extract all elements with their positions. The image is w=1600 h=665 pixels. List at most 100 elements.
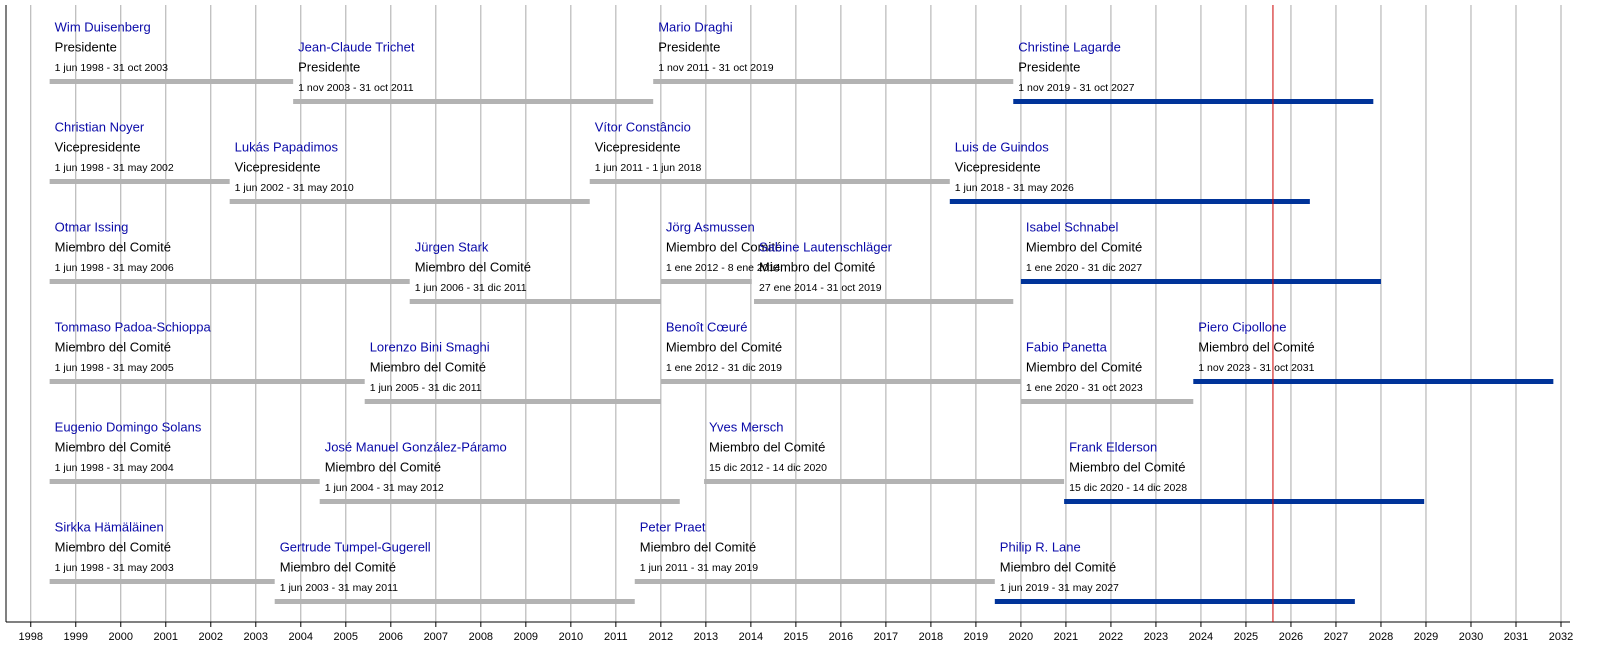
term-bar (49, 279, 410, 284)
role: Miembro del Comité (666, 339, 782, 354)
role: Miembro del Comité (1026, 239, 1142, 254)
role: Presidente (55, 39, 117, 54)
role: Vicepresidente (55, 139, 141, 154)
x-tick-label: 2030 (1459, 631, 1483, 643)
term-bar (949, 199, 1310, 204)
term-bar (49, 479, 320, 484)
role: Miembro del Comité (666, 239, 782, 254)
term-bar (319, 499, 680, 504)
x-tick-label: 2005 (334, 631, 358, 643)
person-name: Piero Cipollone (1198, 319, 1286, 334)
role: Presidente (658, 39, 720, 54)
term-dates: 1 jun 2004 - 31 may 2012 (325, 482, 444, 494)
term-bar (634, 579, 995, 584)
role: Presidente (298, 59, 360, 74)
term-bar (1013, 99, 1374, 104)
x-tick-label: 2032 (1549, 631, 1573, 643)
role: Presidente (1018, 59, 1080, 74)
role: Miembro del Comité (55, 239, 171, 254)
term-dates: 1 jun 2011 - 31 may 2019 (640, 562, 758, 574)
term-bar (754, 299, 1014, 304)
term-dates: 1 jun 1998 - 31 may 2004 (55, 462, 174, 474)
x-tick-label: 2019 (964, 631, 988, 643)
person-name: Jürgen Stark (415, 239, 489, 254)
x-tick-label: 1999 (64, 631, 88, 643)
x-tick-label: 2013 (694, 631, 718, 643)
person-name: Luis de Guindos (955, 139, 1049, 154)
x-tick-label: 2003 (244, 631, 268, 643)
x-tick-label: 2024 (1189, 631, 1213, 643)
person-name: Lorenzo Bini Smaghi (370, 339, 490, 354)
x-tick-label: 2026 (1279, 631, 1303, 643)
person-name: Eugenio Domingo Solans (55, 419, 202, 434)
x-tick-label: 2027 (1324, 631, 1348, 643)
person-name: Wim Duisenberg (55, 19, 151, 34)
role: Miembro del Comité (55, 339, 171, 354)
x-tick-label: 2018 (919, 631, 943, 643)
x-tick-label: 2012 (649, 631, 673, 643)
person-name: Fabio Panetta (1026, 339, 1108, 354)
term-dates: 1 jun 1998 - 31 oct 2003 (55, 62, 168, 74)
person-name: Christine Lagarde (1018, 39, 1121, 54)
role: Miembro del Comité (640, 539, 756, 554)
term-dates: 1 jun 2019 - 31 may 2027 (1000, 582, 1119, 594)
x-tick-label: 2020 (1009, 631, 1033, 643)
term-bar (704, 479, 1065, 484)
person-name: Otmar Issing (55, 219, 129, 234)
term-bar (49, 379, 365, 384)
term-dates: 1 jun 2003 - 31 may 2011 (280, 582, 398, 594)
role: Miembro del Comité (55, 539, 171, 554)
role: Miembro del Comité (1000, 559, 1116, 574)
role: Miembro del Comité (1198, 339, 1314, 354)
term-dates: 1 jun 2011 - 1 jun 2018 (595, 162, 702, 174)
x-tick-label: 2004 (289, 631, 313, 643)
term-dates: 1 jun 2006 - 31 dic 2011 (415, 282, 527, 294)
term-bar (589, 179, 950, 184)
person-name: Jean-Claude Trichet (298, 39, 415, 54)
term-dates: 15 dic 2012 - 14 dic 2020 (709, 462, 827, 474)
term-bar (1064, 499, 1425, 504)
person-name: Lukás Papadimos (235, 139, 339, 154)
x-tick-label: 2015 (784, 631, 808, 643)
role: Miembro del Comité (709, 439, 825, 454)
x-tick-label: 2001 (154, 631, 178, 643)
x-tick-label: 2016 (829, 631, 853, 643)
role: Miembro del Comité (1026, 359, 1142, 374)
term-bar (1020, 279, 1381, 284)
role: Vicepresidente (955, 159, 1041, 174)
x-tick-label: 2000 (109, 631, 133, 643)
x-tick-label: 2002 (199, 631, 223, 643)
x-tick-label: 2007 (424, 631, 448, 643)
person-name: Yves Mersch (709, 419, 783, 434)
term-bar (364, 399, 661, 404)
x-tick-label: 2021 (1054, 631, 1078, 643)
term-bar (653, 79, 1014, 84)
x-tick-label: 2025 (1234, 631, 1258, 643)
role: Vicepresidente (595, 139, 681, 154)
person-name: Frank Elderson (1069, 439, 1157, 454)
person-name: Tommaso Padoa-Schioppa (55, 319, 212, 334)
role: Miembro del Comité (759, 259, 875, 274)
x-tick-label: 2028 (1369, 631, 1393, 643)
term-dates: 1 jun 2018 - 31 may 2026 (955, 182, 1074, 194)
term-dates: 27 ene 2014 - 31 oct 2019 (759, 282, 882, 294)
person-name: José Manuel González-Páramo (325, 439, 507, 454)
x-tick-label: 1998 (19, 631, 43, 643)
term-dates: 1 nov 2003 - 31 oct 2011 (298, 82, 414, 94)
x-tick-label: 2023 (1144, 631, 1168, 643)
term-dates: 1 jun 1998 - 31 may 2002 (55, 162, 174, 174)
term-dates: 15 dic 2020 - 14 dic 2028 (1069, 482, 1187, 494)
term-dates: 1 nov 2019 - 31 oct 2027 (1018, 82, 1134, 94)
term-dates: 1 ene 2012 - 8 ene 2014 (666, 262, 781, 274)
term-bar (994, 599, 1355, 604)
term-bar (49, 179, 230, 184)
x-tick-label: 2009 (514, 631, 538, 643)
role: Miembro del Comité (370, 359, 486, 374)
term-bar (49, 579, 275, 584)
person-name: Benoît Cœuré (666, 319, 748, 334)
person-name: Isabel Schnabel (1026, 219, 1119, 234)
x-tick-label: 2010 (559, 631, 583, 643)
term-dates: 1 nov 2011 - 31 oct 2019 (658, 62, 774, 74)
person-name: Peter Praet (640, 519, 706, 534)
x-tick-label: 2031 (1504, 631, 1528, 643)
